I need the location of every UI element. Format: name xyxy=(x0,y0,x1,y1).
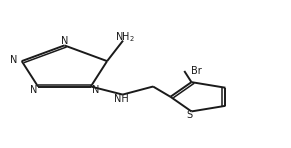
Text: NH$_2$: NH$_2$ xyxy=(115,30,134,44)
Text: S: S xyxy=(186,110,192,120)
Text: Br: Br xyxy=(191,66,201,76)
Text: N: N xyxy=(30,85,37,95)
Text: NH: NH xyxy=(114,94,129,104)
Text: N: N xyxy=(61,36,68,46)
Text: N: N xyxy=(92,85,99,95)
Text: N: N xyxy=(10,55,18,65)
